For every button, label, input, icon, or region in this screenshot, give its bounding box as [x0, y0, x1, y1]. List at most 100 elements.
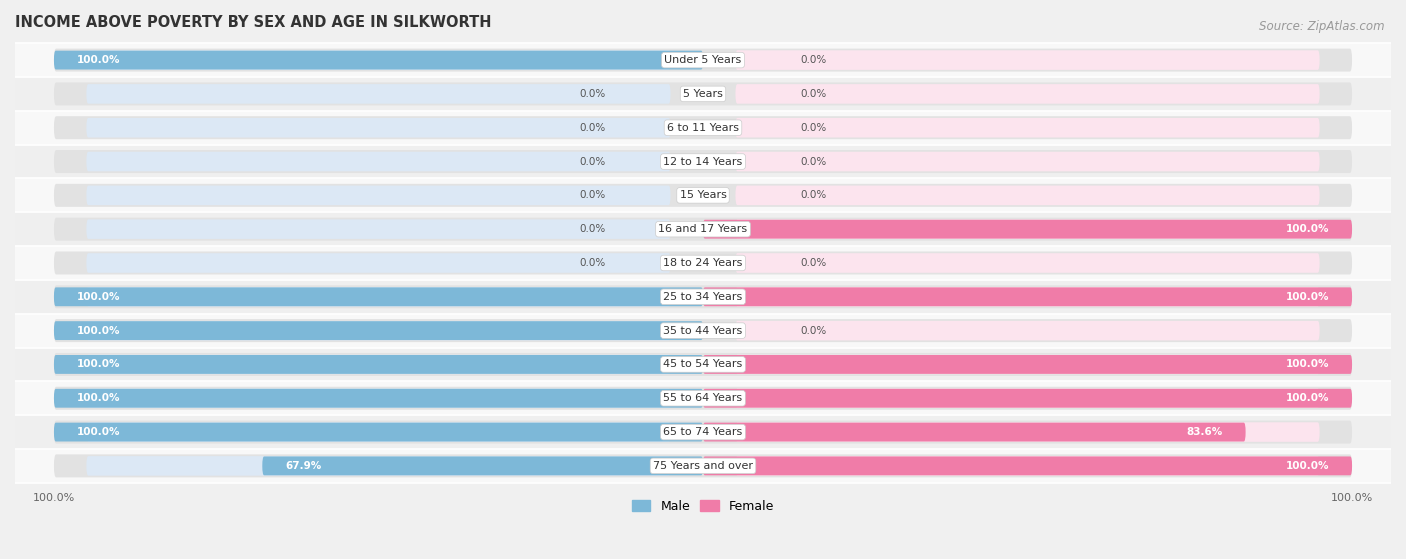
Text: 5 Years: 5 Years [683, 89, 723, 99]
Bar [15, 348, 1391, 381]
FancyBboxPatch shape [86, 456, 671, 476]
Bar [15, 314, 1391, 348]
Text: 0.0%: 0.0% [800, 123, 827, 132]
Bar [15, 77, 1391, 111]
Text: 25 to 34 Years: 25 to 34 Years [664, 292, 742, 302]
FancyBboxPatch shape [735, 151, 1320, 171]
FancyBboxPatch shape [86, 389, 671, 408]
FancyBboxPatch shape [53, 150, 1353, 173]
FancyBboxPatch shape [53, 287, 703, 306]
FancyBboxPatch shape [735, 118, 1320, 138]
FancyBboxPatch shape [53, 321, 703, 340]
FancyBboxPatch shape [735, 354, 1320, 374]
Bar [15, 111, 1391, 145]
FancyBboxPatch shape [86, 84, 671, 103]
FancyBboxPatch shape [735, 253, 1320, 273]
FancyBboxPatch shape [86, 422, 671, 442]
FancyBboxPatch shape [86, 151, 671, 171]
FancyBboxPatch shape [703, 287, 1353, 306]
Text: 0.0%: 0.0% [800, 326, 827, 335]
Bar [15, 43, 1391, 77]
FancyBboxPatch shape [53, 285, 1353, 309]
Text: 0.0%: 0.0% [800, 89, 827, 99]
FancyBboxPatch shape [53, 454, 1353, 477]
Bar [15, 280, 1391, 314]
FancyBboxPatch shape [735, 321, 1320, 340]
FancyBboxPatch shape [53, 252, 1353, 274]
FancyBboxPatch shape [703, 389, 1353, 408]
FancyBboxPatch shape [735, 219, 1320, 239]
Text: 100.0%: 100.0% [77, 292, 120, 302]
Text: 100.0%: 100.0% [77, 326, 120, 335]
Text: 16 and 17 Years: 16 and 17 Years [658, 224, 748, 234]
FancyBboxPatch shape [735, 50, 1320, 70]
FancyBboxPatch shape [735, 287, 1320, 306]
FancyBboxPatch shape [53, 49, 1353, 72]
Text: 0.0%: 0.0% [579, 258, 606, 268]
Bar [15, 415, 1391, 449]
Text: 0.0%: 0.0% [800, 55, 827, 65]
Text: 0.0%: 0.0% [579, 191, 606, 200]
Text: 100.0%: 100.0% [1286, 292, 1329, 302]
FancyBboxPatch shape [53, 355, 703, 374]
Text: 45 to 54 Years: 45 to 54 Years [664, 359, 742, 369]
Text: 0.0%: 0.0% [579, 224, 606, 234]
FancyBboxPatch shape [735, 422, 1320, 442]
FancyBboxPatch shape [703, 220, 1353, 239]
FancyBboxPatch shape [735, 456, 1320, 476]
FancyBboxPatch shape [53, 389, 703, 408]
Text: 100.0%: 100.0% [1286, 461, 1329, 471]
Text: Under 5 Years: Under 5 Years [665, 55, 741, 65]
FancyBboxPatch shape [53, 353, 1353, 376]
FancyBboxPatch shape [86, 287, 671, 306]
Text: 35 to 44 Years: 35 to 44 Years [664, 326, 742, 335]
FancyBboxPatch shape [53, 423, 703, 442]
Text: 100.0%: 100.0% [77, 55, 120, 65]
Text: 100.0%: 100.0% [77, 427, 120, 437]
Legend: Male, Female: Male, Female [627, 495, 779, 518]
FancyBboxPatch shape [735, 186, 1320, 205]
FancyBboxPatch shape [53, 116, 1353, 139]
Text: INCOME ABOVE POVERTY BY SEX AND AGE IN SILKWORTH: INCOME ABOVE POVERTY BY SEX AND AGE IN S… [15, 15, 492, 30]
Text: 55 to 64 Years: 55 to 64 Years [664, 393, 742, 403]
Text: 100.0%: 100.0% [1286, 224, 1329, 234]
FancyBboxPatch shape [86, 50, 671, 70]
Text: 0.0%: 0.0% [579, 123, 606, 132]
FancyBboxPatch shape [53, 82, 1353, 106]
FancyBboxPatch shape [263, 457, 703, 475]
Bar [15, 246, 1391, 280]
FancyBboxPatch shape [53, 420, 1353, 443]
FancyBboxPatch shape [53, 387, 1353, 410]
Text: 75 Years and over: 75 Years and over [652, 461, 754, 471]
FancyBboxPatch shape [735, 389, 1320, 408]
FancyBboxPatch shape [86, 118, 671, 138]
FancyBboxPatch shape [735, 84, 1320, 103]
FancyBboxPatch shape [86, 321, 671, 340]
Text: 0.0%: 0.0% [800, 157, 827, 167]
FancyBboxPatch shape [703, 457, 1353, 475]
Bar [15, 449, 1391, 483]
Bar [15, 178, 1391, 212]
Bar [15, 381, 1391, 415]
Text: 18 to 24 Years: 18 to 24 Years [664, 258, 742, 268]
FancyBboxPatch shape [86, 354, 671, 374]
Text: 65 to 74 Years: 65 to 74 Years [664, 427, 742, 437]
Text: 0.0%: 0.0% [800, 191, 827, 200]
Text: 100.0%: 100.0% [1286, 393, 1329, 403]
Bar [15, 212, 1391, 246]
FancyBboxPatch shape [703, 355, 1353, 374]
FancyBboxPatch shape [86, 253, 671, 273]
Text: 0.0%: 0.0% [579, 157, 606, 167]
Text: Source: ZipAtlas.com: Source: ZipAtlas.com [1260, 20, 1385, 32]
FancyBboxPatch shape [703, 423, 1246, 442]
Text: 83.6%: 83.6% [1187, 427, 1223, 437]
Text: 100.0%: 100.0% [1286, 359, 1329, 369]
FancyBboxPatch shape [53, 319, 1353, 342]
Text: 12 to 14 Years: 12 to 14 Years [664, 157, 742, 167]
Text: 100.0%: 100.0% [77, 359, 120, 369]
Text: 0.0%: 0.0% [800, 258, 827, 268]
FancyBboxPatch shape [86, 219, 671, 239]
Text: 0.0%: 0.0% [579, 89, 606, 99]
Text: 100.0%: 100.0% [77, 393, 120, 403]
Bar [15, 145, 1391, 178]
